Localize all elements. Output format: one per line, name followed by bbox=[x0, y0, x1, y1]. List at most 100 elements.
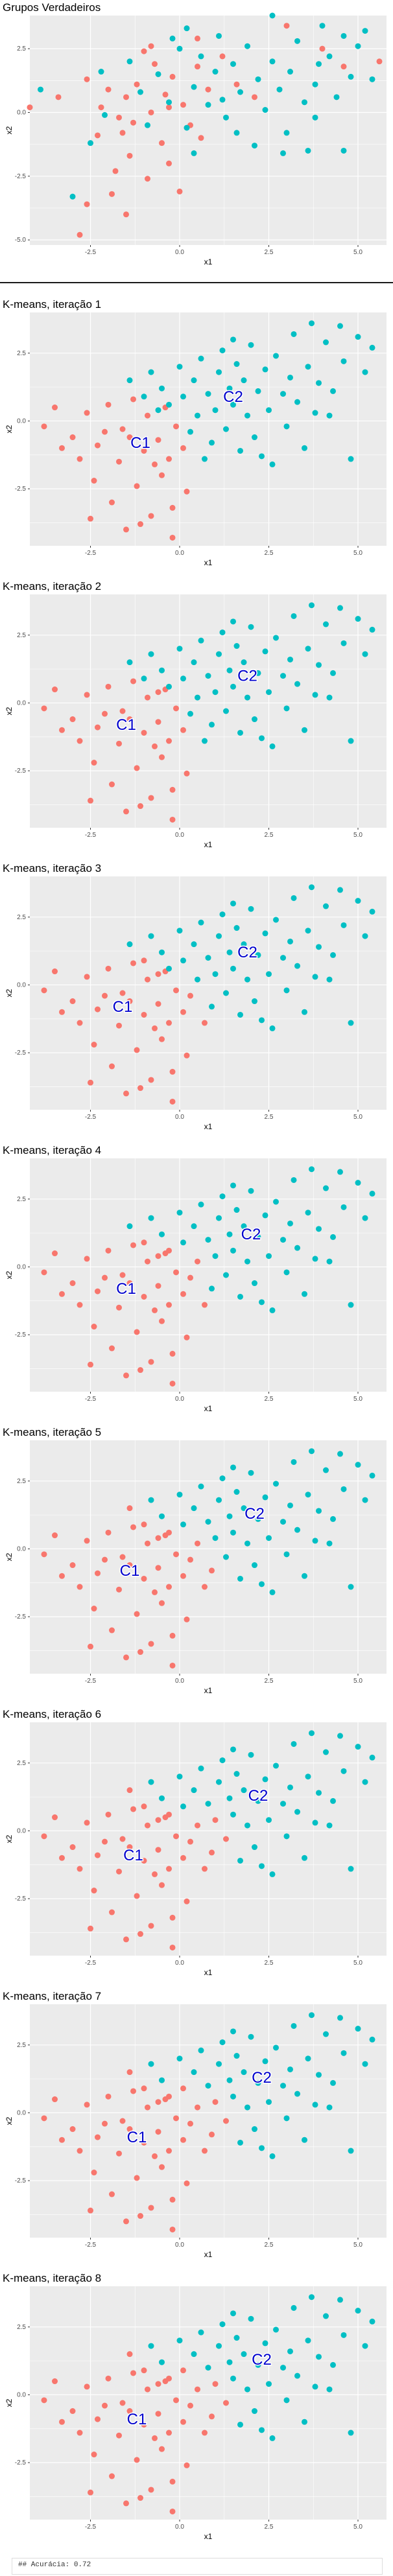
data-point bbox=[266, 1535, 272, 1541]
centroid-label: C1 bbox=[116, 716, 136, 734]
plot-panel bbox=[30, 2004, 387, 2238]
data-point bbox=[176, 2337, 183, 2344]
data-point bbox=[191, 941, 197, 948]
data-point bbox=[252, 2408, 257, 2415]
data-point bbox=[141, 393, 147, 400]
scatter-chart: -2.5 0.0 2.5 5.0 -2.5 0.0 2.5 x1 x2 C1 C2 bbox=[5, 1440, 387, 1695]
data-point bbox=[280, 391, 286, 397]
data-point bbox=[116, 2432, 122, 2439]
data-point bbox=[337, 2015, 343, 2021]
data-point bbox=[166, 99, 172, 106]
data-point bbox=[241, 2069, 247, 2076]
data-point bbox=[95, 132, 101, 139]
data-point bbox=[283, 2397, 290, 2404]
data-point bbox=[173, 987, 179, 994]
x-tick-label: 0.0 bbox=[175, 832, 184, 839]
data-point bbox=[262, 107, 268, 113]
data-point bbox=[241, 659, 247, 666]
data-point bbox=[212, 971, 219, 978]
data-point bbox=[84, 201, 90, 207]
data-point bbox=[230, 2028, 236, 2035]
data-point bbox=[159, 2446, 165, 2452]
data-point bbox=[362, 28, 368, 34]
data-point bbox=[137, 89, 143, 95]
data-point bbox=[84, 1820, 90, 1826]
data-point bbox=[226, 1231, 233, 1237]
data-point bbox=[309, 1448, 315, 1455]
y-tick-label: -2.5 bbox=[15, 1613, 27, 1621]
data-point bbox=[155, 719, 161, 725]
centroid-label: C1 bbox=[113, 998, 133, 1016]
data-point bbox=[102, 992, 108, 999]
plot-kmeans-iter-8: K-means, iteração 8 -2.5 0.0 2.5 5.0 -2.5 0.0… bbox=[0, 2272, 393, 2544]
data-point bbox=[269, 58, 276, 65]
centroid-label: C2 bbox=[244, 1505, 265, 1523]
data-point bbox=[323, 1185, 329, 1191]
data-point bbox=[41, 1833, 47, 1840]
data-point bbox=[262, 2340, 268, 2347]
x-tick-label: 5.0 bbox=[353, 1396, 363, 1403]
data-point bbox=[244, 1540, 250, 1547]
data-point bbox=[141, 447, 147, 454]
data-point bbox=[262, 648, 268, 655]
data-point bbox=[316, 1508, 322, 1514]
data-point bbox=[98, 69, 104, 75]
y-axis-label: x2 bbox=[5, 1270, 14, 1279]
data-point bbox=[283, 23, 290, 29]
data-point bbox=[305, 1774, 311, 1780]
x-tick-label: -2.5 bbox=[85, 2523, 97, 2531]
x-tick-label: 5.0 bbox=[353, 2523, 363, 2531]
data-point bbox=[202, 1866, 208, 1872]
data-point bbox=[241, 377, 247, 384]
data-point bbox=[155, 1847, 161, 1853]
scatter-chart: -2.5 0.0 2.5 5.0 -5.0 -2.5 0.0 2.5 x1 x2 bbox=[5, 12, 387, 266]
data-point bbox=[241, 1223, 247, 1230]
data-point bbox=[109, 1063, 115, 1070]
data-point bbox=[180, 1521, 186, 1528]
plot-kmeans-iter-1: K-means, iteração 1 -2.5 0.0 2.5 5.0 -2.5 0.0… bbox=[0, 298, 393, 570]
data-point bbox=[109, 1345, 115, 1352]
data-point bbox=[244, 2104, 250, 2111]
data-point bbox=[316, 2072, 322, 2078]
x-tick-label: -2.5 bbox=[85, 832, 97, 839]
centroid-label: C2 bbox=[252, 2351, 272, 2369]
data-point bbox=[95, 1852, 101, 1858]
data-point bbox=[187, 2120, 193, 2127]
data-point bbox=[191, 1505, 197, 1512]
scatter-chart: -2.5 0.0 2.5 5.0 -2.5 0.0 2.5 x1 x2 C1 C2 bbox=[5, 312, 387, 567]
data-point bbox=[119, 990, 126, 996]
data-point bbox=[123, 2218, 129, 2225]
data-point bbox=[126, 1562, 133, 1569]
data-point bbox=[262, 2058, 268, 2065]
data-point bbox=[316, 2354, 322, 2360]
data-point bbox=[241, 1787, 247, 1794]
data-point bbox=[159, 2164, 165, 2170]
data-point bbox=[252, 143, 257, 149]
data-point bbox=[141, 1239, 147, 1246]
accuracy-output-box: ## Acurácia: 0.72 bbox=[12, 2558, 383, 2575]
data-point bbox=[195, 976, 200, 983]
data-point bbox=[266, 2381, 272, 2387]
data-point bbox=[159, 472, 165, 478]
plot-kmeans-iter-3: K-means, iteração 3 -2.5 0.0 2.5 5.0 -2.5 0.0… bbox=[0, 862, 393, 1134]
data-point bbox=[148, 1641, 154, 1647]
data-point bbox=[126, 941, 133, 948]
data-point bbox=[155, 2129, 161, 2135]
data-point bbox=[95, 2134, 101, 2140]
plot-panel bbox=[30, 1158, 387, 1392]
data-point bbox=[205, 673, 211, 679]
data-point bbox=[105, 965, 112, 972]
data-point bbox=[237, 2421, 243, 2428]
data-point bbox=[166, 104, 172, 111]
data-point bbox=[252, 998, 257, 1005]
data-point bbox=[255, 1797, 261, 1804]
data-point bbox=[340, 32, 347, 39]
data-point bbox=[216, 1779, 222, 1785]
data-point bbox=[184, 1898, 190, 1904]
data-point bbox=[209, 1285, 215, 1292]
data-point bbox=[216, 651, 222, 657]
data-point bbox=[302, 2137, 307, 2143]
data-point bbox=[276, 86, 283, 93]
data-point bbox=[166, 401, 172, 408]
data-point bbox=[169, 73, 176, 80]
